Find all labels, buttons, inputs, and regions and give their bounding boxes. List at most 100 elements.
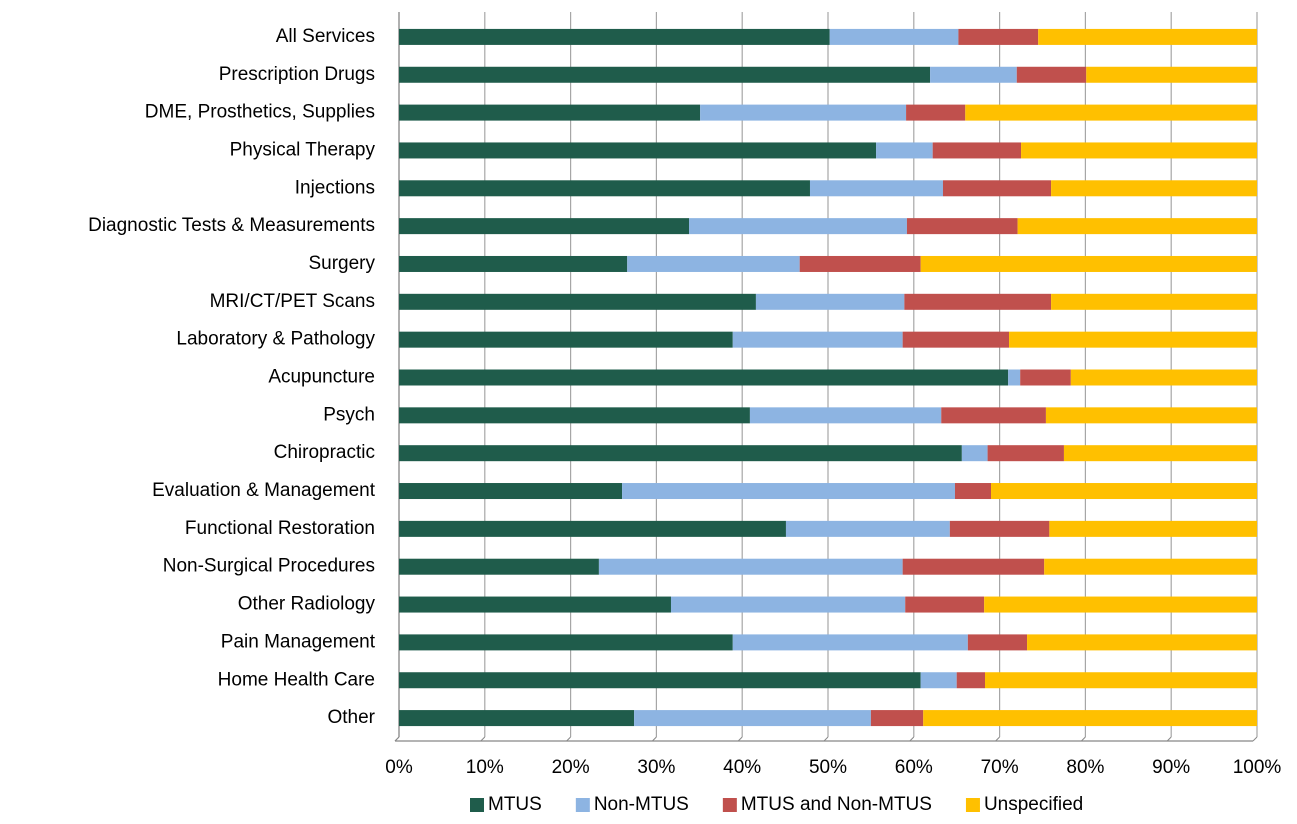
bar-segment	[634, 710, 871, 727]
x-tick-label: 20%	[552, 757, 590, 778]
bar-segment	[399, 104, 701, 121]
bar-segment	[399, 710, 635, 727]
bar-segment	[399, 255, 628, 272]
y-tick-label: Laboratory & Pathology	[176, 329, 375, 350]
bar-segment	[987, 445, 1064, 462]
bar-segment	[923, 710, 1257, 727]
bar-segment	[906, 218, 1018, 235]
legend-swatch	[722, 798, 737, 812]
bar-segment	[1045, 407, 1257, 424]
tick-mark	[480, 736, 486, 742]
bar-segment	[984, 596, 1257, 613]
tick-mark	[652, 736, 657, 742]
y-tick-label: Diagnostic Tests & Measurements	[88, 215, 375, 236]
bar-segment	[1070, 369, 1257, 386]
bar-segment	[920, 255, 1257, 272]
bar-segment	[399, 483, 623, 500]
tick-mark	[1166, 736, 1172, 742]
bar-segment	[1027, 634, 1257, 651]
bar-segment	[399, 634, 733, 651]
bar-segment	[1020, 369, 1071, 386]
axis-line	[394, 736, 400, 742]
y-tick-label: All Services	[276, 26, 375, 47]
bar-segment	[991, 483, 1257, 500]
bar-segment	[954, 483, 992, 500]
bar-segment	[985, 672, 1257, 689]
legend-label: Non-MTUS	[594, 794, 689, 815]
legend-swatch	[965, 798, 980, 812]
bar-segment	[902, 558, 1045, 575]
bar-segment	[1051, 180, 1257, 197]
y-tick-label: Prescription Drugs	[219, 64, 375, 85]
bar-segment	[956, 672, 986, 689]
bar-segment	[732, 634, 968, 651]
bar-segment	[399, 142, 877, 159]
tick-mark	[566, 736, 571, 742]
tick-mark	[909, 736, 915, 742]
bar-segment	[399, 672, 921, 689]
bar-segment	[1008, 369, 1021, 386]
bar-segment	[965, 104, 1257, 121]
x-tick-label: 70%	[981, 757, 1019, 778]
y-tick-label: MRI/CT/PET Scans	[210, 291, 375, 312]
legend-swatch	[575, 798, 590, 812]
bar-segment	[920, 672, 957, 689]
bar-segment	[1049, 520, 1257, 537]
bar-segment	[961, 445, 988, 462]
tick-mark	[1252, 736, 1258, 742]
bar-segment	[829, 28, 959, 45]
tick-mark	[1081, 736, 1086, 742]
x-tick-label: 80%	[1066, 757, 1104, 778]
bar-segment	[809, 180, 943, 197]
bar-segment	[1017, 218, 1257, 235]
tick-mark	[737, 736, 743, 742]
bar-segment	[670, 596, 906, 613]
bar-segment	[906, 104, 966, 121]
bar-segment	[622, 483, 955, 500]
tick-mark	[995, 736, 1000, 742]
tick-mark	[823, 736, 829, 742]
bar-segment	[627, 255, 800, 272]
bar-segment	[1016, 66, 1087, 83]
bar-segment	[932, 142, 1022, 159]
y-tick-label: Home Health Care	[218, 669, 375, 690]
bar-segment	[799, 255, 921, 272]
x-tick-label: 50%	[809, 757, 847, 778]
bar-segment	[399, 218, 690, 235]
bar-segment	[689, 218, 907, 235]
x-tick-label: 60%	[895, 757, 933, 778]
legend-label: Unspecified	[984, 794, 1083, 815]
y-tick-label: Evaluation & Management	[152, 480, 376, 501]
bar-segment	[399, 596, 671, 613]
x-tick-label: 30%	[637, 757, 675, 778]
x-tick-label: 40%	[723, 757, 761, 778]
bar-segment	[904, 293, 1052, 310]
y-tick-label: Physical Therapy	[230, 139, 376, 160]
y-tick-label: Functional Restoration	[185, 518, 375, 539]
bar-segment	[942, 180, 1052, 197]
legend-swatch	[470, 798, 484, 812]
bar-segment	[1063, 445, 1257, 462]
bar-segment	[755, 293, 905, 310]
bar-segment	[930, 66, 1017, 83]
bar-segment	[1038, 28, 1257, 45]
bar-segment	[399, 558, 599, 575]
x-tick-label: 10%	[466, 757, 504, 778]
bar-segment	[399, 293, 756, 310]
bar-segment	[941, 407, 1046, 424]
y-tick-label: Acupuncture	[268, 367, 375, 388]
legend-label: MTUS	[488, 794, 542, 815]
bar-segment	[876, 142, 933, 159]
x-tick-label: 100%	[1233, 757, 1282, 778]
y-tick-label: DME, Prosthetics, Supplies	[145, 102, 375, 123]
bar-segment	[399, 407, 750, 424]
y-tick-label: Surgery	[308, 253, 375, 274]
y-tick-label: Other Radiology	[238, 594, 376, 615]
bar-segment	[700, 104, 907, 121]
bar-segment	[749, 407, 942, 424]
bar-segment	[785, 520, 950, 537]
bar-segment	[399, 445, 962, 462]
bar-segment	[1051, 293, 1257, 310]
bar-segment	[399, 66, 931, 83]
bar-segment	[732, 331, 903, 348]
